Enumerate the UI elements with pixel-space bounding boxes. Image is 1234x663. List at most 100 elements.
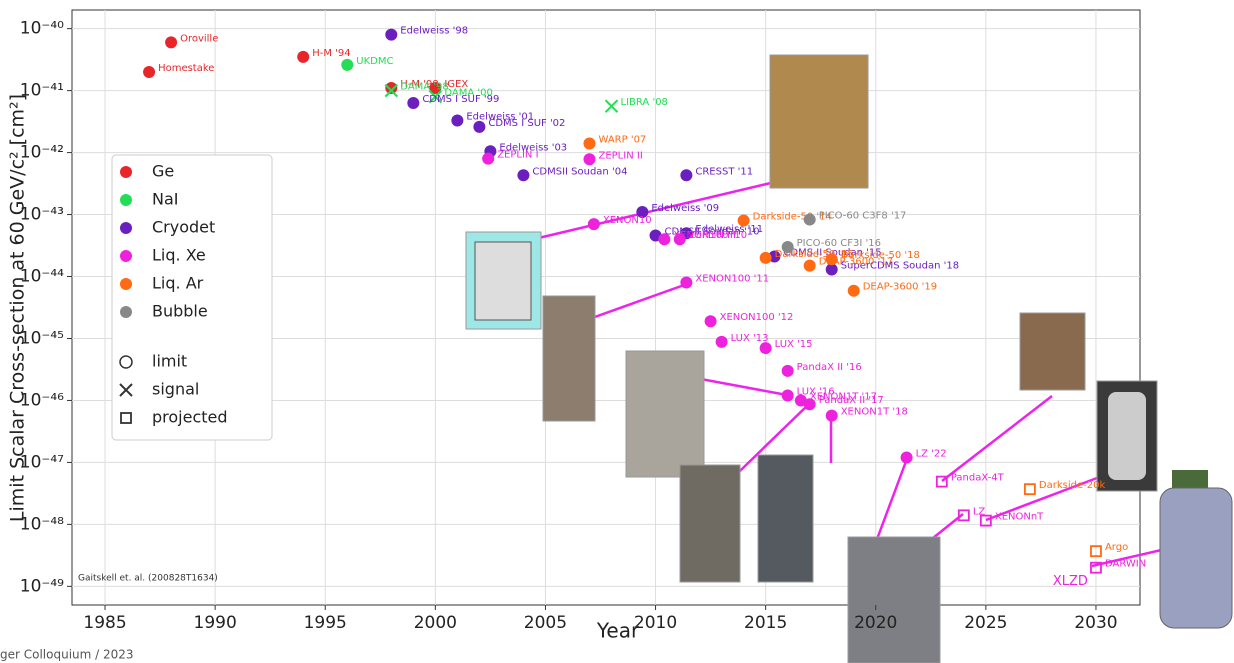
legend-label: Liq. Ar bbox=[152, 274, 204, 293]
data-point bbox=[759, 251, 772, 264]
point-label: Argo bbox=[1105, 542, 1128, 553]
point-label: XENON100 '10 bbox=[673, 230, 747, 241]
data-point bbox=[587, 218, 600, 231]
photo bbox=[1108, 392, 1146, 480]
point-label: XENON100 '11 bbox=[695, 274, 769, 285]
data-point bbox=[825, 253, 838, 266]
legend-marker bbox=[119, 383, 133, 397]
data-point bbox=[704, 315, 717, 328]
data-point bbox=[385, 82, 398, 95]
data-point bbox=[636, 205, 649, 218]
data-point bbox=[768, 250, 781, 263]
legend-label: Liq. Xe bbox=[152, 246, 206, 265]
connector bbox=[1091, 546, 1171, 568]
legend-label: projected bbox=[152, 408, 228, 427]
data-point bbox=[1090, 545, 1102, 558]
point-label: DAMA '00 bbox=[444, 88, 493, 99]
point-label: Darkside-50 '15 bbox=[775, 249, 854, 260]
point-label: UKDMC bbox=[356, 56, 393, 67]
point-label: CDMSII Soudan '04 bbox=[532, 166, 627, 177]
point-label: PICO-60 CF3I '16 bbox=[797, 238, 881, 249]
data-point bbox=[781, 240, 794, 253]
marks: Oroville Homestake H-M '94 H-M '98 IGEX UKDMC… bbox=[143, 26, 1146, 574]
legend-label: Cryodet bbox=[152, 218, 215, 237]
photo bbox=[625, 350, 705, 478]
data-point bbox=[385, 28, 398, 41]
point-label: XENONnT bbox=[995, 512, 1044, 523]
data-point bbox=[737, 214, 750, 227]
point-label: LUX '16 bbox=[797, 387, 835, 398]
point-label: IGEX bbox=[444, 79, 468, 90]
footer: ger Colloquium / 2023 bbox=[0, 648, 134, 662]
data-point bbox=[143, 65, 156, 78]
annotation: XLZD bbox=[1053, 574, 1088, 589]
connector bbox=[529, 180, 776, 242]
x-tick-label: 1995 bbox=[304, 613, 347, 633]
photos bbox=[465, 54, 1233, 663]
connector bbox=[985, 476, 1098, 522]
data-point bbox=[803, 213, 816, 226]
x-tick-label: 2025 bbox=[964, 613, 1007, 633]
legend-label: NaI bbox=[152, 190, 179, 209]
data-point bbox=[428, 89, 443, 104]
x-tick-label: 2000 bbox=[414, 613, 457, 633]
x-tick-label: 1985 bbox=[83, 613, 126, 633]
x-tick-label: 2020 bbox=[854, 613, 897, 633]
y-tick-label: 10⁻⁴⁹ bbox=[20, 576, 64, 596]
point-label: XENON10 bbox=[603, 215, 652, 226]
data-point bbox=[517, 169, 530, 182]
legend-marker bbox=[120, 166, 132, 178]
y-tick-label: 10⁻⁴⁷ bbox=[20, 452, 64, 472]
data-point bbox=[604, 99, 619, 113]
legend-label: Ge bbox=[152, 162, 174, 181]
connector bbox=[941, 395, 1053, 482]
y-tick-label: 10⁻⁴² bbox=[20, 143, 64, 163]
point-label: LUX '13 bbox=[731, 333, 769, 344]
x-tick-label: 2015 bbox=[744, 613, 787, 633]
data-point bbox=[680, 169, 693, 182]
data-point bbox=[673, 233, 686, 246]
y-tick-label: 10⁻⁴⁸ bbox=[20, 514, 64, 534]
x-tick-label: 1990 bbox=[194, 613, 237, 633]
photo bbox=[1019, 312, 1086, 391]
data-point bbox=[803, 259, 816, 272]
point-label: DEAP-3600 '17 bbox=[819, 257, 893, 268]
y-tick-label: 10⁻⁴⁴ bbox=[20, 267, 64, 287]
data-point bbox=[429, 82, 442, 95]
x-tick-label: 2005 bbox=[524, 613, 567, 633]
point-label: CRESST '11 bbox=[695, 166, 753, 177]
legend-label: limit bbox=[152, 352, 187, 371]
point-label: CDMS I SUF '99 bbox=[422, 94, 499, 105]
legend-marker bbox=[120, 222, 132, 234]
data-point bbox=[473, 120, 486, 133]
point-label: PandaX II '16 bbox=[797, 362, 862, 373]
point-label: XENON100 '12 bbox=[720, 312, 794, 323]
plot-frame bbox=[71, 9, 1141, 606]
connector bbox=[689, 375, 788, 397]
y-tick-label: 10⁻⁴³ bbox=[20, 205, 64, 225]
point-label: H-M '94 bbox=[312, 48, 350, 59]
y-axis-label: Limit Scalar Cross-section at 60 GeV/c² … bbox=[7, 94, 29, 522]
point-label: LZ bbox=[973, 506, 986, 517]
point-label: Darkside-50 '18 bbox=[841, 250, 920, 261]
legend-label: Bubble bbox=[152, 302, 208, 321]
y-tick-label: 10⁻⁴⁵ bbox=[20, 328, 64, 348]
data-point bbox=[341, 58, 354, 71]
point-label: ZEPLIN II bbox=[598, 150, 642, 161]
point-label: PandaX II '17 bbox=[819, 395, 884, 406]
data-point bbox=[1023, 483, 1036, 496]
data-point bbox=[583, 137, 596, 150]
data-point bbox=[482, 152, 495, 165]
vessel-top bbox=[1172, 470, 1208, 488]
legend-marker bbox=[120, 412, 132, 424]
legend-label: signal bbox=[152, 380, 199, 399]
point-label: Edelweiss '01 bbox=[466, 111, 534, 122]
data-point bbox=[583, 153, 596, 166]
data-point bbox=[781, 364, 794, 377]
data-point bbox=[297, 50, 310, 63]
point-label: Edelweiss '03 bbox=[499, 142, 567, 153]
point-label: LZ '22 bbox=[916, 449, 947, 460]
data-point bbox=[1090, 561, 1102, 574]
point-label: DAMA '98 bbox=[400, 82, 449, 93]
data-point bbox=[407, 97, 420, 110]
